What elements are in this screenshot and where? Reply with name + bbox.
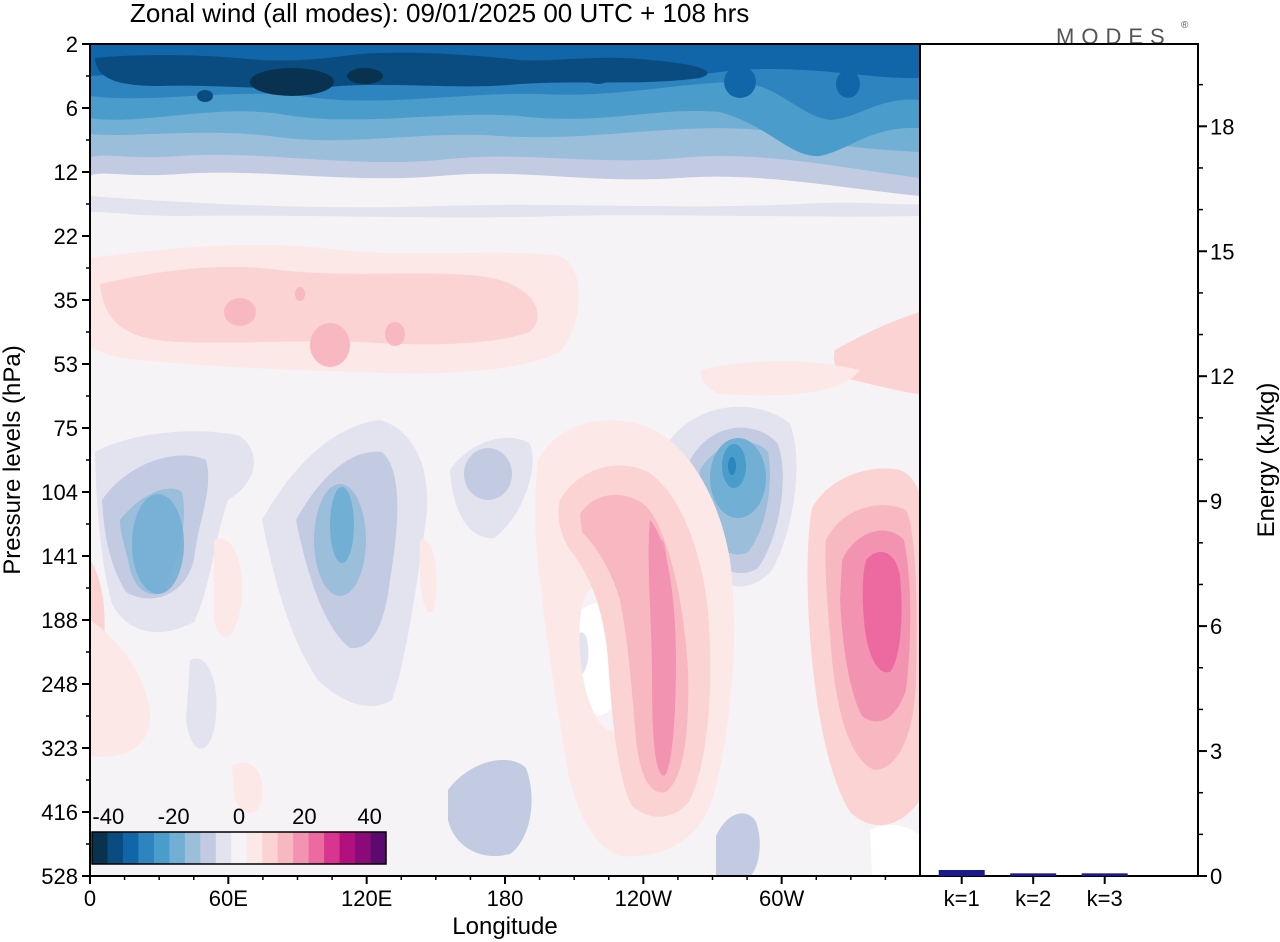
colorbar-swatch [169, 832, 186, 864]
heatmap-panel [90, 44, 920, 876]
y-tick-label: 323 [41, 736, 78, 761]
energy-tick-label: 0 [1210, 864, 1222, 889]
registered-mark: ® [1181, 20, 1189, 31]
y-axis-label: Pressure levels (hPa) [0, 345, 26, 574]
colorbar-tick-label: -40 [92, 804, 124, 829]
colorbar-swatch [246, 832, 263, 864]
colorbar-swatch [262, 832, 279, 864]
energy-axis-label: Energy (kJ/kg) [1253, 383, 1280, 538]
y-tick-label: 528 [41, 864, 78, 889]
longitude-axis: 0 60E 120E 180 120W 60W [84, 876, 887, 911]
y-tick-label: 35 [54, 288, 78, 313]
colorbar-frame [91, 831, 387, 865]
bar-category-label: k=3 [1087, 886, 1123, 911]
energy-tick-label: 18 [1210, 114, 1234, 139]
y-tick-label: 104 [41, 480, 78, 505]
y-tick-label: 6 [66, 96, 78, 121]
tropospheric-westerly-cores [90, 420, 920, 857]
westerly-pink-band [90, 244, 920, 396]
y-tick-label: 416 [41, 800, 78, 825]
x-tick-label: 120E [341, 886, 392, 911]
colorbar-swatch [184, 832, 201, 864]
colorbar-tick-label: 20 [292, 804, 316, 829]
colorbar-tick-label: -20 [158, 804, 190, 829]
x-tick-label: 60W [759, 886, 804, 911]
energy-tick-label: 6 [1210, 614, 1222, 639]
colorbar-swatch [370, 832, 387, 864]
colorbar-swatch [107, 832, 124, 864]
colorbar-tick-label: 0 [233, 804, 245, 829]
energy-bars: k=1 k=2 k=3 [938, 870, 1128, 911]
energy-tick-label: 15 [1210, 239, 1234, 264]
x-tick-label: 60E [209, 886, 248, 911]
pressure-axis: 2 6 12 22 35 53 75 104 141 188 248 323 416 528 [41, 32, 90, 889]
colorbar-swatch [92, 832, 108, 864]
energy-bar [938, 870, 985, 876]
y-tick-label: 22 [54, 224, 78, 249]
y-tick-label: 2 [66, 32, 78, 57]
energy-bar [1081, 873, 1128, 876]
colorbar-swatch [324, 832, 341, 864]
energy-tick-label: 9 [1210, 489, 1222, 514]
tropospheric-easterly-cores [95, 406, 920, 876]
colorbar-swatch [355, 832, 372, 864]
colorbar-tick-label: 40 [357, 804, 381, 829]
x-tick-label: 120W [615, 886, 673, 911]
x-axis-label: Longitude [452, 913, 557, 940]
x-tick-label: 180 [487, 886, 524, 911]
colorbar-swatch [339, 832, 356, 864]
upper-easterly-band [90, 44, 920, 218]
colorbar-swatch [231, 832, 248, 864]
colorbar-swatch [308, 832, 325, 864]
energy-panel-frame [919, 43, 1199, 877]
colorbar-swatch [153, 832, 170, 864]
y-tick-label: 75 [54, 416, 78, 441]
bar-category-label: k=2 [1015, 886, 1051, 911]
colorbar-swatch [293, 832, 310, 864]
x-tick-label: 0 [84, 886, 96, 911]
colorbar-swatch [215, 832, 232, 864]
y-tick-label: 12 [54, 160, 78, 185]
bar-category-label: k=1 [944, 886, 980, 911]
colorbar-swatch [122, 832, 139, 864]
y-tick-label: 53 [54, 352, 78, 377]
energy-tick-label: 3 [1210, 739, 1222, 764]
colorbar: -40 -20 0 20 40 [91, 804, 387, 865]
colorbar-swatch [200, 832, 217, 864]
y-tick-label: 188 [41, 608, 78, 633]
y-tick-label: 248 [41, 672, 78, 697]
chart-title: Zonal wind (all modes): 09/01/2025 00 UT… [130, 0, 749, 28]
colorbar-swatch [277, 832, 294, 864]
energy-tick-label: 12 [1210, 364, 1234, 389]
colorbar-swatch [138, 832, 155, 864]
energy-axis: 0 3 6 9 12 15 18 [1198, 83, 1234, 889]
y-tick-label: 141 [41, 544, 78, 569]
energy-bar [1010, 873, 1057, 876]
